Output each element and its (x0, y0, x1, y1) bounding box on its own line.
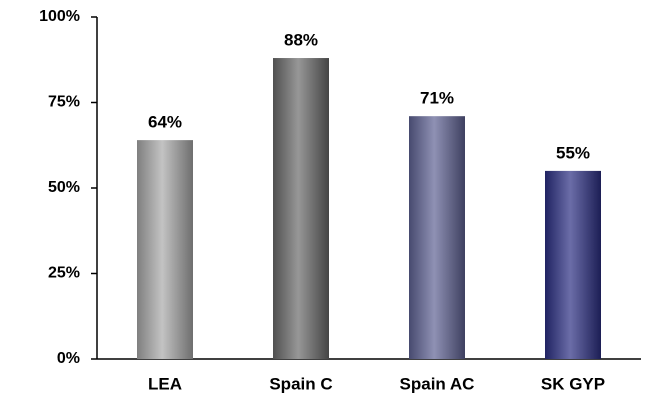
x-tick-label: Spain AC (400, 374, 475, 393)
y-tick-label: 0% (57, 350, 80, 367)
value-label: 55% (556, 143, 590, 162)
value-label: 64% (148, 113, 182, 132)
y-tick-label: 25% (48, 265, 80, 282)
y-tick-label: 75% (48, 94, 80, 111)
value-label: 71% (420, 89, 454, 108)
bar (545, 170, 601, 359)
x-tick-label: SK GYP (541, 374, 605, 393)
bar (409, 116, 465, 360)
bar (273, 58, 329, 359)
y-tick-label: 100% (39, 8, 80, 25)
x-tick-label: LEA (148, 374, 182, 393)
x-tick-label: Spain C (269, 374, 332, 393)
bar (137, 140, 193, 359)
y-tick-label: 50% (48, 179, 80, 196)
value-label: 88% (284, 31, 318, 50)
